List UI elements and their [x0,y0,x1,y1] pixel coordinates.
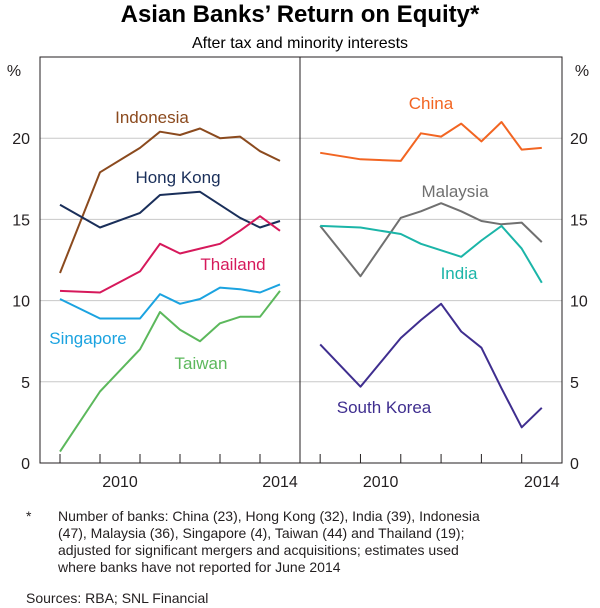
chart-subtitle: After tax and minority interests [192,35,408,52]
series-line-indonesia [59,127,281,274]
footnote: Number of banks: China (23), Hong Kong (… [58,508,480,576]
series-line-taiwan [59,290,281,453]
y-tick-label: 20 [570,131,588,148]
x-tick-label: 2010 [102,474,138,491]
chart-title: Asian Banks’ Return on Equity* [121,1,480,28]
footnote-line: (47), Malaysia (36), Singapore (4), Taiw… [58,525,465,541]
x-tick-label: 2014 [262,474,298,491]
series-line-china [320,121,542,162]
plot-frame [39,56,563,464]
y-tick-label: 10 [12,294,30,311]
y-tick-label: 0 [570,456,579,473]
x-tick-label: 2010 [363,474,399,491]
series-line-singapore [59,283,281,320]
series-label: South Korea [337,398,432,417]
y-tick-label: 5 [570,375,579,392]
footnote-line: adjusted for significant mergers and acq… [58,542,459,558]
y-tick-label: 10 [570,294,588,311]
y-tick-label: 0 [21,456,30,473]
footnote-star: * [26,508,32,524]
series-label: Malaysia [421,182,489,201]
series-label: Indonesia [115,108,189,127]
series-label: India [441,264,478,283]
series-label: Thailand [200,255,265,274]
y-tick-label: 5 [21,375,30,392]
x-tick-label: 2014 [524,474,560,491]
series-line-hong-kong [59,190,281,229]
series-label: Singapore [49,329,127,348]
series-label: Hong Kong [135,168,220,187]
sources: Sources: RBA; SNL Financial [26,590,209,606]
y-tick-label: 15 [12,212,30,229]
series-line-thailand [59,215,281,294]
footnote-line: Number of banks: China (23), Hong Kong (… [58,508,480,524]
series-label: China [409,94,454,113]
series-line-south-korea [319,302,543,429]
y-tick-label: 15 [570,212,588,229]
series-line-malaysia [319,202,543,278]
series-line-india [320,224,543,284]
y-tick-label: 20 [12,131,30,148]
y-axis-unit: % [7,63,21,80]
y-axis-unit: % [575,63,589,80]
footnote-line: where banks have not reported for June 2… [58,559,341,575]
series-label: Taiwan [175,354,228,373]
